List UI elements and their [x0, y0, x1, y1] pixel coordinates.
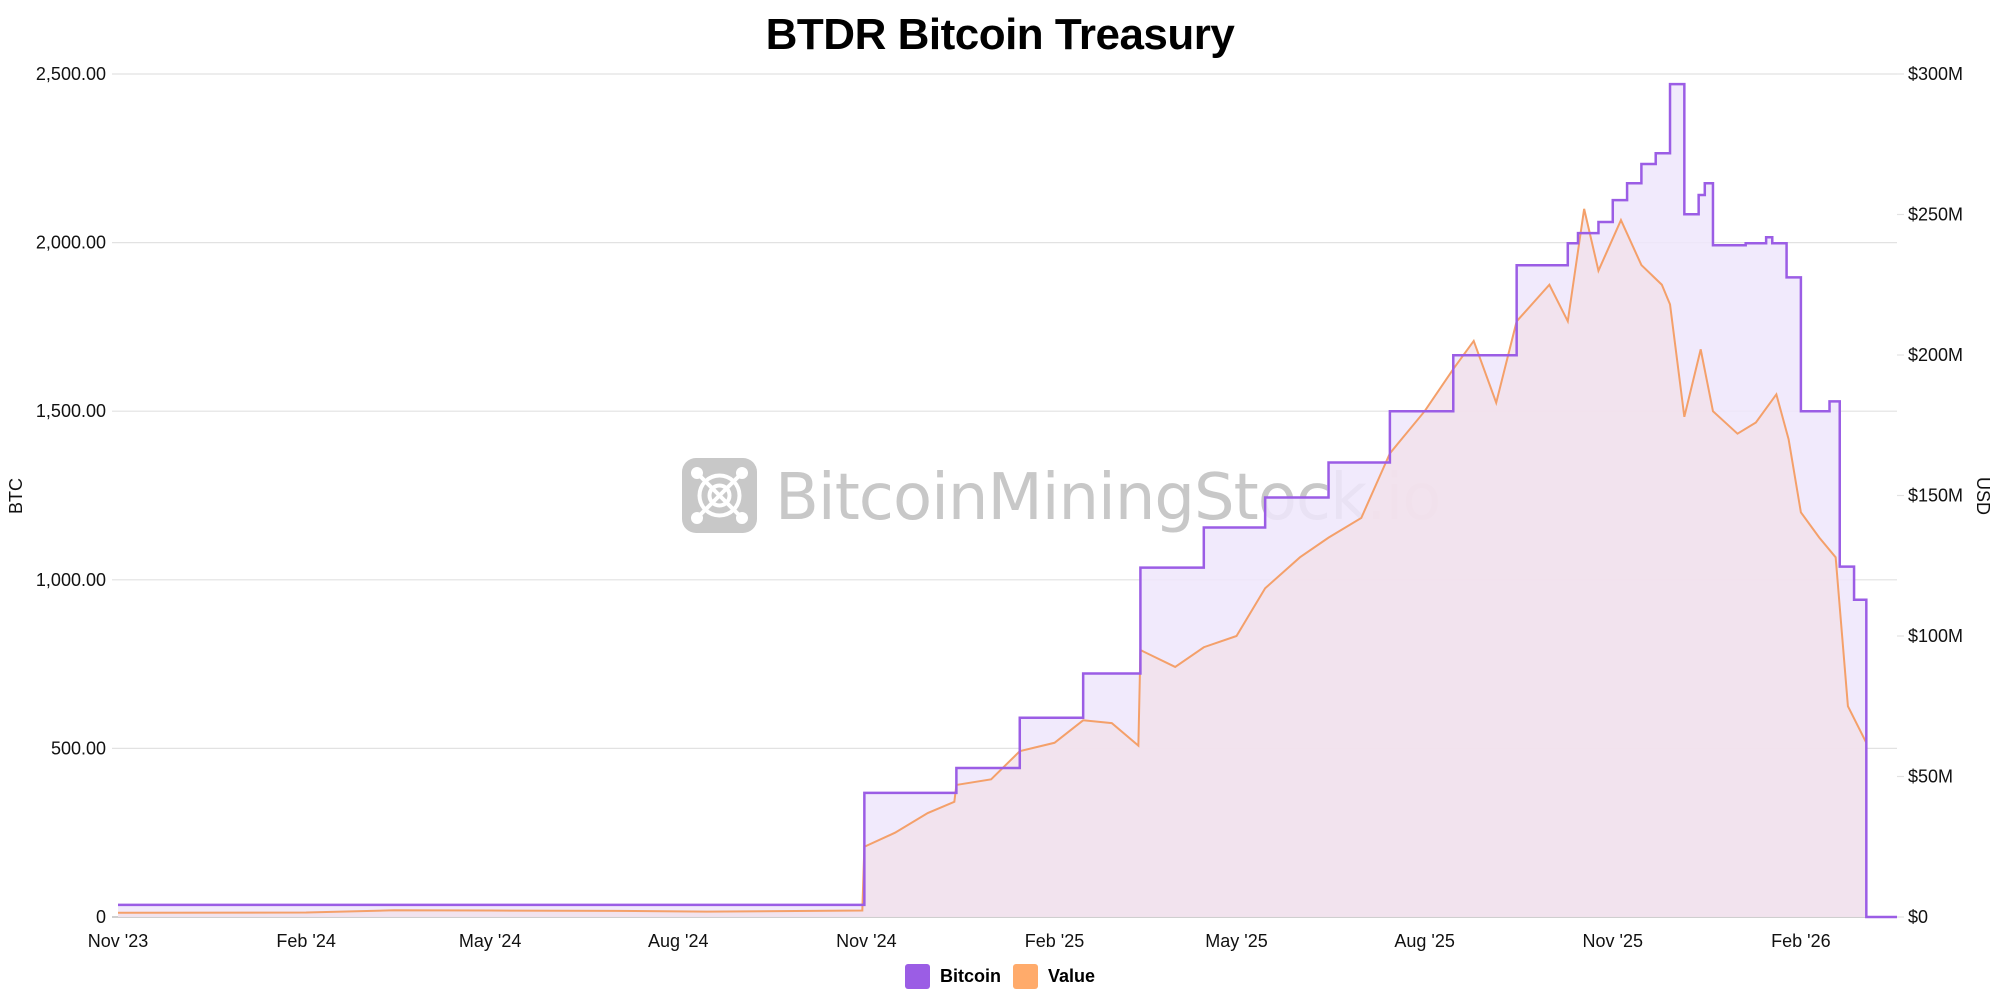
x-tick-label: Feb '25: [1025, 931, 1084, 951]
left-tick-label: 1,500.00: [36, 401, 106, 421]
legend: Bitcoin Value: [0, 964, 2000, 989]
right-tick-label: $250M: [1908, 205, 1963, 225]
left-axis-title: BTC: [6, 478, 26, 514]
left-tick-label: 2,000.00: [36, 233, 106, 253]
x-tick-label: Aug '24: [648, 931, 709, 951]
x-tick-label: May '24: [459, 931, 521, 951]
right-tick-label: $50M: [1908, 767, 1953, 787]
bitcoin-line: [118, 82, 1897, 919]
legend-label-value: Value: [1047, 966, 1096, 986]
mining-chip-icon: [691, 467, 748, 524]
x-tick-label: Nov '23: [88, 931, 148, 951]
left-tick-label: 2,500.00: [36, 64, 106, 84]
legend-item-bitcoin[interactable]: Bitcoin: [904, 964, 1001, 989]
right-tick-label: $0: [1908, 907, 1928, 927]
left-axis: 0 500.00 1,000.00 1,500.00 2,000.00 2,500.00: [36, 64, 106, 927]
x-tick-label: Nov '25: [1583, 931, 1643, 951]
x-tick-label: Feb '26: [1771, 931, 1830, 951]
value-area: [118, 208, 1867, 917]
left-tick-label: 1,000.00: [36, 570, 106, 590]
x-tick-label: Feb '24: [276, 931, 335, 951]
right-tick-label: $300M: [1908, 64, 1963, 84]
right-tick-label: $200M: [1908, 345, 1963, 365]
legend-label-bitcoin: Bitcoin: [939, 966, 1001, 986]
x-tick-label: Aug '25: [1394, 931, 1455, 951]
x-axis: Nov '23 Feb '24 May '24 Aug '24 Nov '24 Feb '…: [88, 931, 1831, 951]
value-line: [117, 208, 1868, 914]
left-tick-label: 0: [96, 907, 106, 927]
bitcoin-swatch-icon: [904, 964, 930, 989]
x-tick-label: May '25: [1205, 931, 1267, 951]
chart-title: BTDR Bitcoin Treasury: [765, 10, 1235, 59]
right-axis-title: USD: [1973, 477, 1993, 515]
x-tick-label: Nov '24: [836, 931, 896, 951]
left-tick-label: 500.00: [51, 738, 106, 758]
right-tick-label: $100M: [1908, 626, 1963, 646]
right-axis: $0 $50M $100M $150M $200M $250M $300M: [1897, 64, 1963, 927]
legend-item-value[interactable]: Value: [1012, 964, 1096, 989]
right-tick-label: $150M: [1908, 486, 1963, 506]
value-swatch-icon: [1012, 964, 1038, 989]
